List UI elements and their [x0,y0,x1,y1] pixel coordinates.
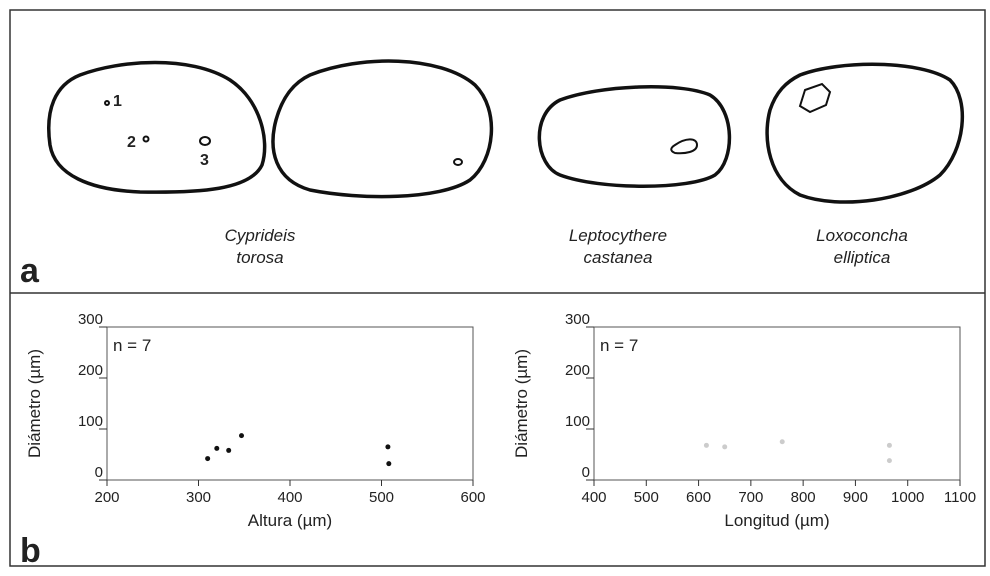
point [887,458,892,463]
x-tick-label: 1000 [891,489,924,506]
figure: 1 2 3 Cyprideis torosa Leptocythere cast… [0,0,990,571]
panel-label: a [20,252,40,290]
specimen-label: 2 [127,134,136,151]
point [386,461,391,466]
x-tick-label: 300 [186,489,211,506]
x-tick-label: 400 [277,489,302,506]
point [205,456,210,461]
x-tick-label: 200 [94,489,119,506]
x-tick-label: 400 [581,489,606,506]
point [704,443,709,448]
species-name: Loxoconcha [816,226,908,245]
point [887,443,892,448]
y-tick-label: 0 [582,464,590,481]
outlines [49,61,963,202]
y-tick-label: 100 [565,413,590,430]
y-tick-label: 300 [78,311,103,328]
y-axis-label: Diámetro (µm) [512,349,531,458]
point [780,439,785,444]
x-axis-label: Longitud (µm) [724,511,829,530]
point [226,448,231,453]
species-name: elliptica [834,248,891,267]
specimen-label: 1 [113,93,122,110]
y-tick-label: 300 [565,311,590,328]
y-tick-label: 200 [78,362,103,379]
x-tick-label: 600 [460,489,485,506]
frame [10,10,985,566]
species-name: Cyprideis [225,226,296,245]
point [722,444,727,449]
point [385,444,390,449]
y-axis-label: Diámetro (µm) [25,349,44,458]
x-tick-label: 900 [843,489,868,506]
x-tick-label: 800 [791,489,816,506]
point [239,433,244,438]
y-tick-label: 0 [95,464,103,481]
point [214,446,219,451]
plot-area [594,327,960,480]
panel-label: b [20,532,41,570]
x-axis-label: Altura (µm) [248,511,332,530]
species-name: Leptocythere [569,226,667,245]
species-name: castanea [584,248,653,267]
x-tick-label: 700 [738,489,763,506]
x-tick-label: 500 [369,489,394,506]
annotation: n = 7 [113,336,151,355]
specimen-label: 3 [200,152,209,169]
y-tick-label: 200 [565,362,590,379]
x-tick-label: 600 [686,489,711,506]
x-tick-label: 1100 [944,489,976,506]
plot-area [107,327,473,480]
x-tick-label: 500 [634,489,659,506]
species-name: torosa [236,248,283,267]
annotation: n = 7 [600,336,638,355]
y-tick-label: 100 [78,413,103,430]
